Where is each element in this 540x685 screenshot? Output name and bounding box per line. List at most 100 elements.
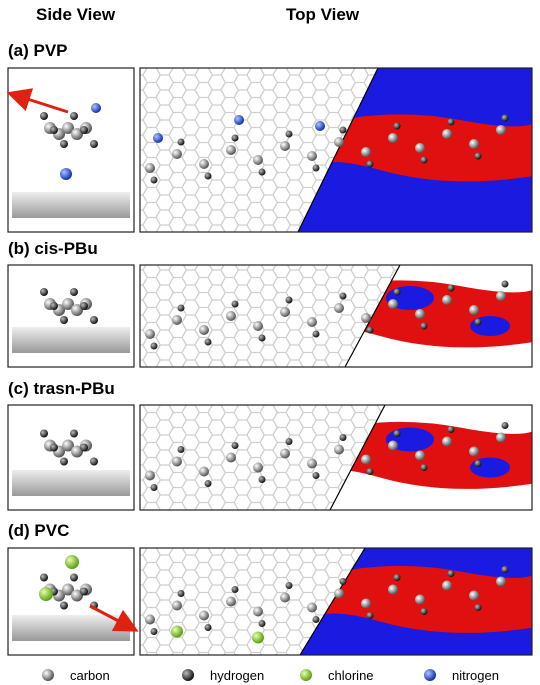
atom	[340, 293, 347, 300]
atom	[65, 555, 79, 569]
atom	[145, 615, 155, 625]
atom	[232, 442, 239, 449]
legend-icon	[42, 669, 54, 681]
atom	[340, 127, 347, 134]
panel-label: (d) PVC	[8, 521, 69, 540]
atom	[475, 319, 482, 326]
atom	[415, 143, 425, 153]
atom	[90, 140, 98, 148]
atom	[205, 624, 212, 631]
atom	[307, 459, 317, 469]
atom	[259, 620, 266, 627]
atom	[172, 149, 182, 159]
atom	[442, 295, 452, 305]
atom	[388, 585, 398, 595]
atom	[394, 430, 401, 437]
atom	[253, 155, 263, 165]
atom	[496, 577, 506, 587]
legend-label: nitrogen	[452, 668, 499, 683]
atom	[70, 112, 78, 120]
atom	[80, 444, 88, 452]
atom	[313, 472, 320, 479]
atom	[40, 112, 48, 120]
atom	[496, 125, 506, 135]
atom	[199, 467, 209, 477]
atom	[388, 133, 398, 143]
atom	[469, 591, 479, 601]
atom	[70, 574, 78, 582]
legend-icon	[424, 669, 436, 681]
atom	[178, 446, 185, 453]
atom	[199, 159, 209, 169]
atom	[232, 586, 239, 593]
panels: (a) PVP(b) cis-PBu(c) trasn-PBu(d) PVC	[8, 41, 540, 655]
atom	[60, 168, 72, 180]
atom	[252, 632, 264, 644]
legend-label: hydrogen	[210, 668, 264, 683]
atom	[307, 317, 317, 327]
atom	[367, 161, 374, 168]
density-blue	[470, 458, 510, 478]
atom	[475, 153, 482, 160]
atom	[313, 331, 320, 338]
graphene-slab	[12, 192, 130, 218]
atom	[226, 311, 236, 321]
legend-label: carbon	[70, 668, 110, 683]
atom	[172, 315, 182, 325]
atom	[286, 582, 293, 589]
atom	[234, 115, 244, 125]
atom	[280, 449, 290, 459]
atom	[361, 147, 371, 157]
atom	[60, 140, 68, 148]
atom	[340, 434, 347, 441]
atom	[315, 121, 325, 131]
atom	[178, 590, 185, 597]
atom	[39, 587, 53, 601]
atom	[307, 603, 317, 613]
atom	[502, 115, 509, 122]
atom	[199, 325, 209, 335]
atom	[151, 628, 158, 635]
atom	[280, 307, 290, 317]
atom	[145, 329, 155, 339]
atom	[442, 581, 452, 591]
atom	[50, 126, 58, 134]
atom	[171, 626, 183, 638]
atom	[50, 302, 58, 310]
atom	[226, 597, 236, 607]
atom	[502, 281, 509, 288]
atom	[496, 433, 506, 443]
atom	[280, 593, 290, 603]
atom	[334, 445, 344, 455]
atom	[313, 165, 320, 172]
atom	[226, 453, 236, 463]
atom	[286, 131, 293, 138]
atom	[205, 339, 212, 346]
atom	[448, 426, 455, 433]
atom	[394, 574, 401, 581]
legend-icon	[300, 669, 312, 681]
atom	[421, 464, 428, 471]
atom	[367, 612, 374, 619]
atom	[50, 444, 58, 452]
atom	[340, 578, 347, 585]
panel-label: (b) cis-PBu	[8, 239, 98, 258]
atom	[80, 302, 88, 310]
atom	[40, 288, 48, 296]
atom	[448, 119, 455, 126]
atom	[151, 343, 158, 350]
legend-icon	[182, 669, 194, 681]
atom	[226, 145, 236, 155]
atom	[475, 460, 482, 467]
header-side: Side View	[36, 5, 116, 24]
graphene-slab	[12, 327, 130, 353]
atom	[80, 588, 88, 596]
atom	[415, 451, 425, 461]
atom	[334, 137, 344, 147]
atom	[40, 430, 48, 438]
atom	[172, 601, 182, 611]
atom	[388, 299, 398, 309]
atom	[153, 133, 163, 143]
atom	[205, 480, 212, 487]
atom	[60, 602, 68, 610]
